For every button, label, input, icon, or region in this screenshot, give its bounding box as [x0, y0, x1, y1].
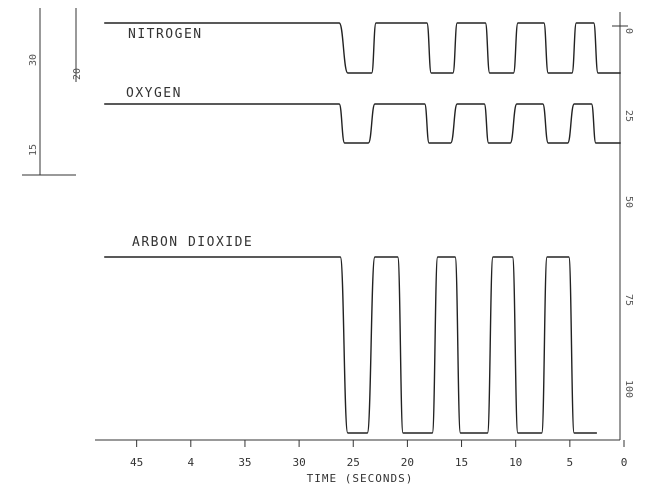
x-ticks: 45 4 35 30 25 20 15 10 5 0 [130, 440, 627, 469]
x-tick-label-3: 30 [292, 456, 305, 469]
right-tick-label-25: 25 [623, 110, 634, 122]
oxygen-trace [104, 103, 621, 144]
left-tick-label-30: 30 [28, 54, 39, 66]
nitrogen-trace [104, 22, 621, 74]
x-tick-label-5: 20 [401, 456, 414, 469]
left-tick-label-20: 20 [72, 68, 83, 80]
left-tick-label-15: 15 [28, 144, 39, 156]
x-tick-label-1: 4 [187, 456, 194, 469]
x-tick-label-4: 25 [347, 456, 360, 469]
arbon-dioxide-trace [104, 256, 597, 434]
right-tick-label-50: 50 [623, 196, 634, 208]
x-tick-label-9: 0 [621, 456, 628, 469]
right-tick-label-75: 75 [623, 294, 634, 306]
right-tick-label-100: 100 [623, 380, 634, 398]
x-tick-label-6: 15 [455, 456, 468, 469]
series-label-arbon-dioxide: ARBON DIOXIDE [132, 235, 253, 250]
series-label-oxygen: OXYGEN [126, 86, 182, 101]
left-axes: 30 20 15 [22, 8, 83, 176]
right-tick-label-0: 0 [623, 28, 634, 34]
x-tick-label-8: 5 [567, 456, 574, 469]
x-axis: 45 4 35 30 25 20 15 10 5 0 TIME (SECONDS) [95, 439, 627, 485]
series-label-nitrogen: NITROGEN [128, 27, 203, 42]
x-tick-label-2: 35 [238, 456, 251, 469]
x-axis-title: TIME (SECONDS) [307, 472, 414, 485]
x-tick-label-7: 10 [509, 456, 522, 469]
x-tick-label-0: 45 [130, 456, 143, 469]
right-axis: 0 25 50 75 100 [612, 12, 634, 440]
